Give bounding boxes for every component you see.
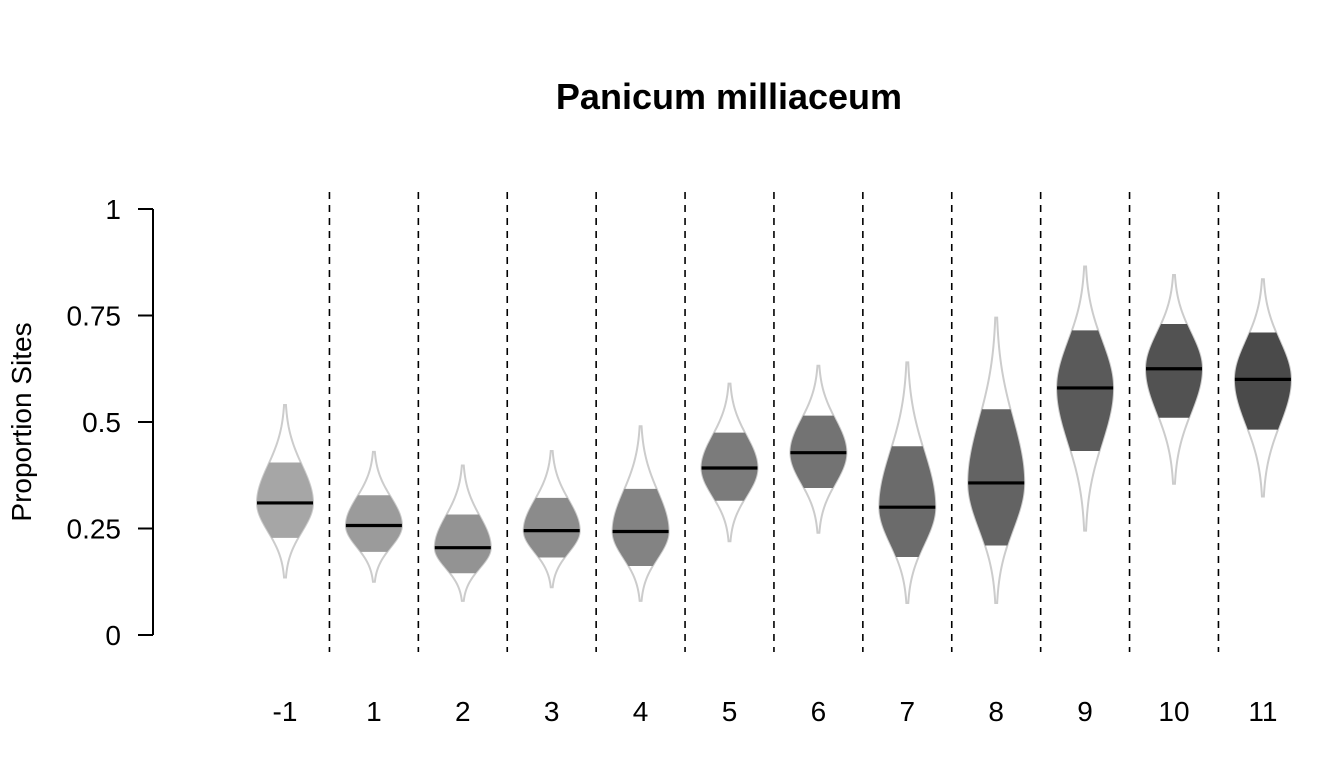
violin-body [1146,324,1202,418]
x-tick-label: 11 [1248,696,1277,727]
violin-body [434,514,491,574]
x-tick-label: 1 [366,696,382,727]
y-tick-label: 0.25 [67,514,122,545]
x-tick-label: -1 [273,696,298,727]
violin-body [1057,330,1114,451]
violin-body [968,409,1025,546]
x-tick-label: 3 [544,696,560,727]
violin-series [256,265,1292,605]
y-axis-label: Proportion Sites [6,322,37,521]
x-tick-label: 7 [900,696,916,727]
violin-body [1234,332,1291,430]
group-separators [328,192,1220,652]
x-tick-labels: -1 1 2 3 4 5 6 7 8 9 10 11 [273,696,1278,727]
x-tick-label: 9 [1077,696,1093,727]
y-tick-label: 0.5 [82,407,121,438]
y-tick-label: 0 [105,620,121,651]
chart-title: Panicum milliaceum [556,76,902,117]
y-tick-label: 0.75 [67,301,122,332]
x-tick-label: 6 [811,696,827,727]
violin-body [612,488,669,566]
x-tick-label: 10 [1158,696,1189,727]
violin-body [523,497,580,558]
y-axis: 0 0.25 0.5 0.75 1 [67,194,154,651]
x-tick-label: 8 [988,696,1004,727]
y-tick-label: 1 [105,194,121,225]
violin-outline [700,382,759,543]
x-tick-label: 5 [722,696,738,727]
x-tick-label: 2 [455,696,471,727]
violin-outline [878,361,937,605]
violin-body [345,495,402,552]
violin-body [879,446,936,558]
violin-outline [1144,274,1204,485]
violin-outline [611,425,670,602]
violin-body [257,462,313,538]
x-tick-label: 4 [633,696,649,727]
